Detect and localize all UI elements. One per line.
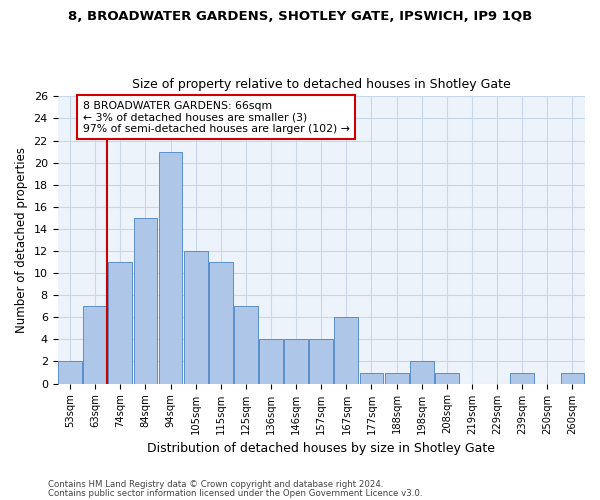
- Bar: [259, 340, 283, 384]
- Bar: [209, 262, 233, 384]
- Bar: [385, 372, 409, 384]
- Bar: [234, 306, 258, 384]
- Bar: [184, 251, 208, 384]
- Bar: [58, 362, 82, 384]
- Title: Size of property relative to detached houses in Shotley Gate: Size of property relative to detached ho…: [132, 78, 511, 91]
- Bar: [158, 152, 182, 384]
- Bar: [310, 340, 333, 384]
- Bar: [560, 372, 584, 384]
- X-axis label: Distribution of detached houses by size in Shotley Gate: Distribution of detached houses by size …: [147, 442, 495, 455]
- Bar: [284, 340, 308, 384]
- Bar: [410, 362, 434, 384]
- Y-axis label: Number of detached properties: Number of detached properties: [15, 147, 28, 333]
- Text: 8 BROADWATER GARDENS: 66sqm
← 3% of detached houses are smaller (3)
97% of semi-: 8 BROADWATER GARDENS: 66sqm ← 3% of deta…: [83, 101, 350, 134]
- Text: Contains public sector information licensed under the Open Government Licence v3: Contains public sector information licen…: [48, 489, 422, 498]
- Bar: [134, 218, 157, 384]
- Text: Contains HM Land Registry data © Crown copyright and database right 2024.: Contains HM Land Registry data © Crown c…: [48, 480, 383, 489]
- Bar: [83, 306, 107, 384]
- Bar: [334, 318, 358, 384]
- Bar: [510, 372, 534, 384]
- Text: 8, BROADWATER GARDENS, SHOTLEY GATE, IPSWICH, IP9 1QB: 8, BROADWATER GARDENS, SHOTLEY GATE, IPS…: [68, 10, 532, 23]
- Bar: [359, 372, 383, 384]
- Bar: [435, 372, 459, 384]
- Bar: [109, 262, 132, 384]
